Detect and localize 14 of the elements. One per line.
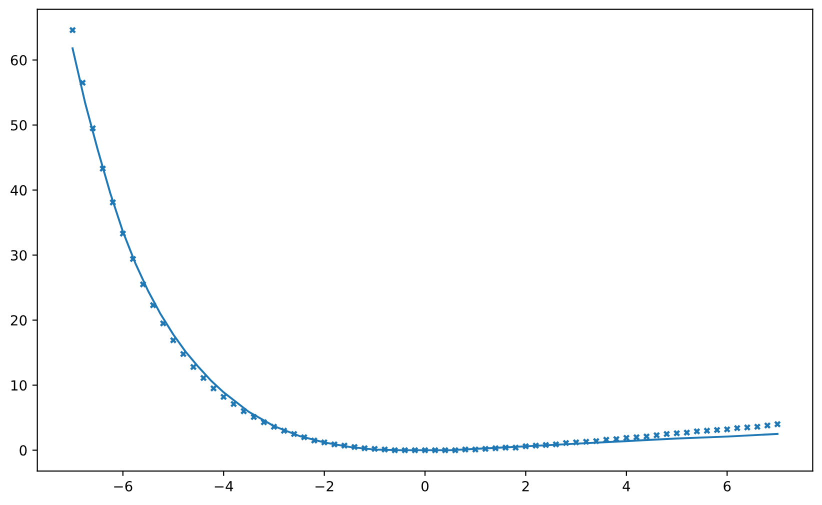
y-tick-label: 60 [10, 54, 27, 66]
y-tick-label: 50 [10, 120, 27, 131]
y-tick-label: 10 [11, 380, 27, 391]
x-tick-label: 4 [622, 481, 630, 492]
y-tick-label: 20 [10, 315, 27, 326]
x-tick-label: −6 [114, 480, 132, 492]
x-tick-label: 0 [422, 480, 429, 492]
x-tick-label: 2 [522, 480, 529, 492]
y-tick-label: 30 [10, 250, 27, 261]
y-tick-label: 40 [10, 185, 27, 196]
x-tick-label: 6 [724, 480, 731, 492]
x-tick-label: −2 [316, 480, 334, 492]
x-tick-label: −4 [214, 481, 234, 492]
y-tick-label: 0 [20, 445, 27, 456]
